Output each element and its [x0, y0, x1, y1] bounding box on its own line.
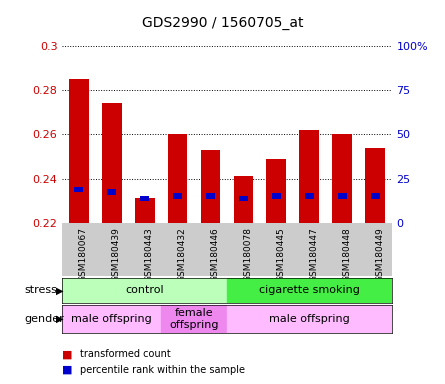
Bar — [201, 150, 220, 223]
Text: male offspring: male offspring — [71, 314, 152, 324]
Text: female
offspring: female offspring — [169, 308, 219, 330]
Bar — [332, 134, 352, 223]
Text: GSM180445: GSM180445 — [276, 227, 285, 282]
Text: cigarette smoking: cigarette smoking — [259, 285, 360, 296]
Text: GSM180078: GSM180078 — [243, 227, 252, 282]
Bar — [168, 134, 187, 223]
Bar — [69, 79, 89, 223]
Text: GSM180067: GSM180067 — [79, 227, 88, 282]
Text: GSM180432: GSM180432 — [178, 227, 186, 282]
Bar — [267, 159, 286, 223]
Text: gender: gender — [24, 314, 64, 324]
Bar — [62, 305, 161, 333]
Text: GSM180448: GSM180448 — [342, 227, 351, 282]
Bar — [305, 194, 314, 199]
Bar — [74, 187, 83, 192]
Text: male offspring: male offspring — [269, 314, 350, 324]
Text: GSM180449: GSM180449 — [375, 227, 384, 282]
Bar — [206, 194, 215, 199]
Text: ■: ■ — [62, 365, 73, 375]
Text: stress: stress — [24, 285, 57, 296]
Bar — [62, 278, 227, 303]
Text: ▶: ▶ — [56, 285, 63, 296]
Text: GSM180439: GSM180439 — [112, 227, 121, 282]
Text: percentile rank within the sample: percentile rank within the sample — [80, 365, 245, 375]
Bar — [272, 194, 281, 199]
Bar — [107, 189, 116, 195]
Bar — [371, 194, 380, 199]
Text: GDS2990 / 1560705_at: GDS2990 / 1560705_at — [142, 16, 303, 30]
Bar — [234, 176, 253, 223]
Text: control: control — [125, 285, 164, 296]
Bar — [102, 103, 121, 223]
Text: transformed count: transformed count — [80, 349, 171, 359]
Bar — [227, 305, 392, 333]
Text: GSM180446: GSM180446 — [210, 227, 219, 282]
Bar — [135, 199, 154, 223]
Bar — [173, 194, 182, 199]
Bar — [140, 196, 149, 201]
Bar — [227, 278, 392, 303]
Bar — [365, 148, 385, 223]
Bar — [338, 194, 347, 199]
Bar — [239, 196, 248, 201]
Bar — [299, 130, 319, 223]
Text: ▶: ▶ — [56, 314, 63, 324]
Text: ■: ■ — [62, 349, 73, 359]
Bar — [161, 305, 227, 333]
Text: GSM180443: GSM180443 — [145, 227, 154, 282]
Text: GSM180447: GSM180447 — [309, 227, 318, 282]
